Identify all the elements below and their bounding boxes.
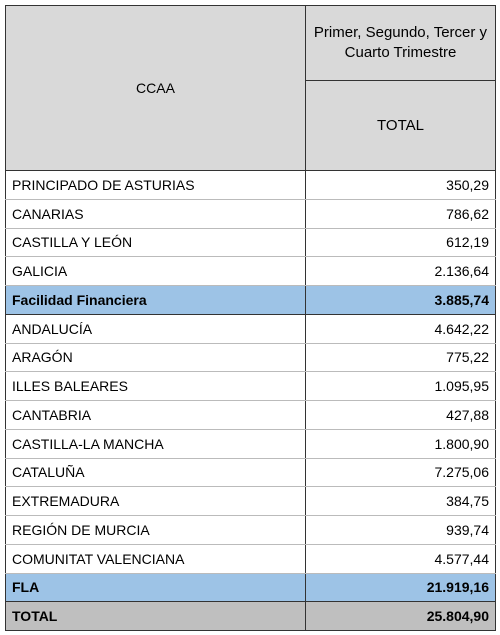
table-row: CASTILLA Y LEÓN 612,19	[5, 227, 496, 258]
table-row: EXTREMADURA 384,75	[5, 486, 496, 516]
region-value: 384,75	[305, 486, 496, 516]
table-row: CANARIAS 786,62	[5, 198, 496, 229]
table-row: CANTABRIA 427,88	[5, 400, 496, 430]
region-name: ARAGÓN	[5, 342, 306, 373]
table-row: CASTILLA-LA MANCHA 1.800,90	[5, 428, 496, 459]
table-row: GALICIA 2.136,64	[5, 256, 496, 286]
region-value: 25.804,90	[305, 601, 496, 631]
region-value: 2.136,64	[305, 256, 496, 286]
total-row: TOTAL 25.804,90	[5, 601, 496, 631]
region-value: 939,74	[305, 515, 496, 545]
data-table: CCAA Primer, Segundo, Tercer y Cuarto Tr…	[5, 5, 496, 631]
region-value: 612,19	[305, 227, 496, 258]
region-name: PRINCIPADO DE ASTURIAS	[5, 170, 306, 200]
region-name: EXTREMADURA	[5, 486, 306, 516]
region-value: 1.095,95	[305, 371, 496, 401]
region-value: 427,88	[305, 400, 496, 430]
table-row: ANDALUCÍA 4.642,22	[5, 313, 496, 344]
total-header: TOTAL	[305, 80, 496, 171]
table-row: REGIÓN DE MURCIA 939,74	[5, 515, 496, 545]
table-row: ARAGÓN 775,22	[5, 342, 496, 373]
region-name: CANARIAS	[5, 198, 306, 229]
region-name: ANDALUCÍA	[5, 313, 306, 344]
region-name: FLA	[5, 572, 306, 603]
region-name: COMUNITAT VALENCIANA	[5, 543, 306, 574]
period-header: Primer, Segundo, Tercer y Cuarto Trimest…	[305, 5, 496, 81]
region-name: GALICIA	[5, 256, 306, 286]
subtotal-row: Facilidad Financiera 3.885,74	[5, 285, 496, 315]
region-name: CANTABRIA	[5, 400, 306, 430]
table-row: ILLES BALEARES 1.095,95	[5, 371, 496, 401]
region-value: 775,22	[305, 342, 496, 373]
ccaa-header: CCAA	[5, 5, 306, 171]
region-value: 3.885,74	[305, 285, 496, 315]
table-row: CATALUÑA 7.275,06	[5, 457, 496, 488]
region-name: CASTILLA Y LEÓN	[5, 227, 306, 258]
region-name: TOTAL	[5, 601, 306, 631]
region-value: 786,62	[305, 198, 496, 229]
subtotal-row: FLA 21.919,16	[5, 572, 496, 603]
region-name: Facilidad Financiera	[5, 285, 306, 315]
table-row: COMUNITAT VALENCIANA 4.577,44	[5, 543, 496, 574]
region-value: 21.919,16	[305, 572, 496, 603]
table-row: PRINCIPADO DE ASTURIAS 350,29	[5, 170, 496, 200]
region-value: 4.577,44	[305, 543, 496, 574]
region-name: REGIÓN DE MURCIA	[5, 515, 306, 545]
region-name: ILLES BALEARES	[5, 371, 306, 401]
region-name: CASTILLA-LA MANCHA	[5, 428, 306, 459]
region-value: 350,29	[305, 170, 496, 200]
region-name: CATALUÑA	[5, 457, 306, 488]
region-value: 7.275,06	[305, 457, 496, 488]
region-value: 1.800,90	[305, 428, 496, 459]
region-value: 4.642,22	[305, 313, 496, 344]
